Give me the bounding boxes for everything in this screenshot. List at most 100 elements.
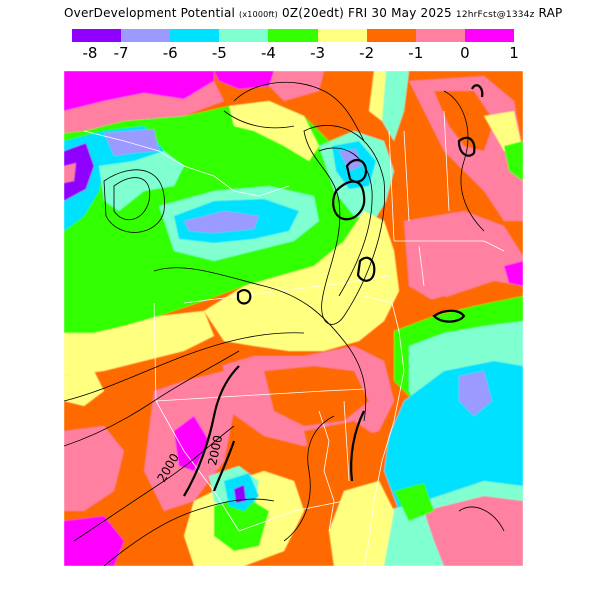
state-boundaries (83, 110, 505, 566)
field-region-nw-lavender (104, 129, 159, 156)
boundary-vt-nh (403, 130, 410, 222)
color-scale-label: 0 (460, 44, 470, 62)
field-region-sne-magenta (504, 261, 523, 286)
field-region-sw-magenta (64, 516, 124, 566)
boundary-nh-me (443, 110, 450, 212)
title-model: RAP (538, 6, 563, 20)
contour-line-13 (458, 506, 505, 532)
color-scale-label: -2 (359, 44, 375, 62)
contour-bold-5 (457, 136, 476, 157)
boundary-ny-nj (363, 295, 400, 332)
color-swatch-2 (170, 29, 220, 42)
field-region-dc-orange (304, 421, 384, 491)
title-units: (x1000ft) (239, 10, 278, 19)
contour-line-10 (233, 81, 365, 142)
contour-line-6 (64, 332, 305, 402)
boundary-great-lakes (83, 130, 290, 197)
color-scale-label: -5 (211, 44, 227, 62)
field-region-ne-orange-inner (434, 91, 494, 151)
color-scale-label: -7 (113, 44, 129, 62)
contour-line-2 (103, 169, 165, 233)
field-region-south-magenta (174, 416, 209, 471)
field-region-ne-yellow (369, 71, 386, 121)
color-scale-label: 1 (509, 44, 519, 62)
color-scale-label: -4 (260, 44, 276, 62)
contour-lines (64, 81, 505, 566)
boundary-ct-ri (418, 245, 425, 287)
field-region-sw-pink (64, 426, 124, 511)
field-region-top-magenta (214, 71, 274, 89)
field-region-yellow-west (64, 311, 214, 376)
field-region-midatlantic-orange (264, 366, 369, 426)
field-region-yellow-band (204, 211, 399, 351)
contour-label-2: 2000 (205, 434, 225, 467)
title-field: OverDevelopment Potential (64, 6, 236, 20)
title-valid-time: 0Z(20edt) FRI 30 May 2025 (282, 6, 452, 20)
boundary-va (238, 500, 345, 532)
field-region-atlantic-lavender (459, 371, 492, 416)
field-region-delmarva-yellow (329, 481, 394, 566)
boundary-pa-md (155, 388, 365, 402)
color-swatch-7 (415, 29, 465, 42)
field-region-ne-yellow-patch (484, 111, 523, 151)
color-swatch-4 (268, 29, 318, 42)
contour-line-8 (73, 425, 235, 542)
contour-bold-2 (345, 158, 368, 183)
field-region-yellow-north (229, 101, 319, 161)
contour-bold-9 (212, 440, 236, 492)
field-region-sne-pink (404, 211, 523, 301)
field-region-ne-lavender (339, 149, 362, 171)
field-region-atlantic-green-lower (394, 483, 434, 521)
contour-line-12 (443, 90, 485, 232)
color-scale-label: -6 (162, 44, 178, 62)
field-region-ne-pink (409, 76, 523, 221)
field-region-nw-magenta (64, 71, 214, 111)
field-region-sw-orange (64, 336, 224, 566)
contour-line-14 (283, 415, 335, 542)
boundary-md-de (343, 400, 350, 482)
contour-line-3 (303, 125, 386, 325)
contour-bold-7 (432, 309, 466, 323)
boundary-coast (363, 330, 405, 566)
color-swatch-8 (464, 29, 514, 42)
field-region-nw-purple (64, 143, 94, 201)
field-region-nw-pink (64, 81, 224, 133)
contour-line-7 (64, 350, 240, 447)
map-title: OverDevelopment Potential (x1000ft) 0Z(2… (64, 6, 562, 20)
color-scale-label: -8 (82, 44, 98, 62)
title-forecast: 12hrFcst@1334z (455, 10, 535, 20)
contour-line-11 (223, 110, 295, 129)
contour-line-9 (103, 498, 275, 566)
color-swatch-1 (121, 29, 171, 42)
color-swatch-5 (317, 29, 367, 42)
contour-line-5 (153, 267, 367, 422)
boundary-wv (155, 400, 240, 532)
boundary-ma-ct (394, 240, 505, 252)
boundary-ny-vt (388, 130, 395, 242)
field-region-mint-west (99, 151, 184, 211)
field-region-south-green (214, 496, 269, 551)
color-scale-bar (72, 29, 514, 42)
contour-lines-bold (183, 84, 484, 497)
boundary-pa-ny (183, 275, 390, 304)
contour-bold-3 (356, 256, 376, 282)
field-shading (64, 71, 523, 566)
color-scale-label: -1 (408, 44, 424, 62)
field-region-nw-pink-spot (64, 163, 76, 183)
color-swatch-0 (72, 29, 122, 42)
field-region-atlantic-pink (424, 496, 523, 566)
contour-bold-10 (350, 410, 365, 482)
weather-map: 2000 2000 (64, 71, 523, 566)
field-region-ne-mint-strip (382, 71, 409, 141)
field-region-ne-green-patch (504, 141, 523, 181)
color-scale-labels: -8 -7 -6 -5 -4 -3 -2 -1 0 1 (0, 44, 589, 64)
field-region-long-island-orange (409, 296, 464, 321)
field-region-sw-yellow (64, 371, 104, 406)
field-region-top-pink (269, 71, 324, 101)
field-region-lavender-central (184, 211, 259, 233)
contour-bold-8 (183, 365, 240, 497)
field-region-south-purple (234, 485, 246, 503)
color-swatch-6 (366, 29, 416, 42)
color-scale-label: -3 (310, 44, 326, 62)
contour-line-4 (318, 147, 373, 297)
